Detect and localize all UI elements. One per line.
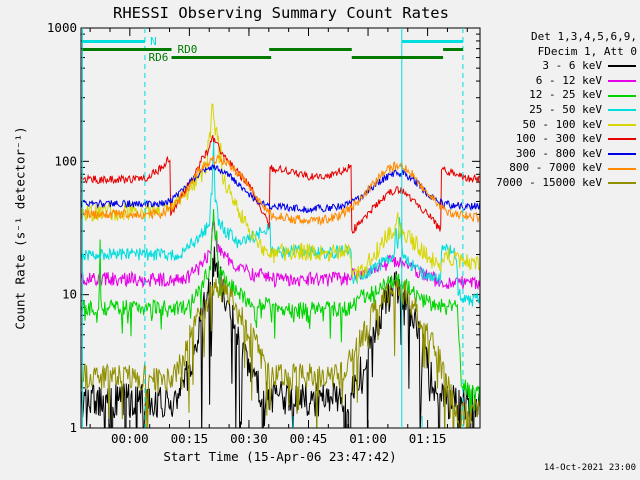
- legend-swatch: [608, 65, 636, 68]
- legend-row: 7000 - 15000 keV: [496, 175, 637, 191]
- x-tick-label: 01:00: [349, 431, 387, 446]
- y-tick-label: 1000: [47, 20, 77, 35]
- y-tick-label: 1: [69, 420, 77, 435]
- curve-800-7000keV: [81, 154, 480, 227]
- legend-label: 800 - 7000 keV: [509, 161, 602, 175]
- legend-label: 3 - 6 keV: [542, 59, 602, 73]
- legend-label: 25 - 50 keV: [529, 102, 602, 116]
- status-bar-N: [401, 40, 463, 43]
- curve-7000-15000keV: [81, 278, 480, 428]
- status-bar-label-N: N: [150, 35, 157, 48]
- x-tick-label: 01:15: [409, 431, 447, 446]
- x-tick-label: 00:45: [290, 431, 328, 446]
- y-tick-label: 100: [54, 153, 77, 168]
- y-tick-label: 10: [62, 287, 77, 302]
- x-tick-label: 00:15: [171, 431, 209, 446]
- status-bar-N: [82, 40, 145, 43]
- status-bar-RD0: [82, 48, 172, 51]
- legend-label: 7000 - 15000 keV: [496, 175, 602, 189]
- legend-label: 6 - 12 keV: [535, 73, 602, 87]
- status-bar-label-RD0: RD0: [177, 43, 197, 56]
- legend-row: 300 - 800 keV: [497, 147, 637, 162]
- legend-swatch: [608, 94, 636, 97]
- legend-row: 100 - 300 keV: [497, 132, 637, 147]
- y-axis-label: Count Rate (s⁻¹ detector⁻¹): [12, 126, 28, 330]
- legend-label: 50 - 100 keV: [522, 117, 602, 131]
- legend-row: 50 - 100 keV: [497, 118, 637, 133]
- legend-row: 800 - 7000 keV: [497, 161, 637, 176]
- legend-label: 12 - 25 keV: [529, 88, 602, 102]
- status-bar-label-RD6: RD6: [148, 51, 168, 64]
- legend-row: 3 - 6 keV: [497, 59, 637, 74]
- legend-swatch: [608, 167, 636, 170]
- legend-label: 100 - 300 keV: [515, 132, 602, 146]
- curve-25-50keV: [81, 139, 480, 307]
- plot-frame: [80, 27, 481, 429]
- curve-12-25keV: [81, 208, 480, 419]
- curve-3-6keV: [81, 246, 480, 428]
- plot-creation-timestamp: 14-Oct-2021 23:00: [543, 463, 636, 473]
- x-tick-label: 00:00: [111, 431, 149, 446]
- x-axis-label: Start Time (15-Apr-06 23:47:42): [163, 449, 397, 464]
- status-bar-RD6: [351, 56, 444, 59]
- legend-swatch: [608, 153, 636, 156]
- page-title: RHESSI Observing Summary Count Rates: [113, 4, 449, 22]
- legend-swatch: [608, 109, 636, 112]
- legend-swatch: [608, 182, 636, 185]
- status-bar-RD0: [269, 48, 352, 51]
- legend-header-line: FDecim 1, Att 0: [537, 44, 637, 58]
- curve-100-300keV: [81, 135, 480, 235]
- curve-300-800keV: [81, 164, 480, 214]
- legend-swatch: [608, 80, 636, 83]
- legend-row: 25 - 50 keV: [497, 103, 637, 118]
- status-bar-RD0: [443, 48, 463, 51]
- legend-swatch: [608, 123, 636, 126]
- legend-header-line: Det 1,3,4,5,6,9,: [531, 30, 637, 43]
- legend-swatch: [608, 138, 636, 141]
- legend-row: 12 - 25 keV: [497, 88, 637, 103]
- status-bar-RD6: [171, 56, 272, 59]
- curve-50-100keV: [81, 103, 480, 283]
- legend-label: 300 - 800 keV: [515, 146, 602, 160]
- legend-row: 6 - 12 keV: [497, 74, 637, 89]
- x-tick-label: 00:30: [230, 431, 268, 446]
